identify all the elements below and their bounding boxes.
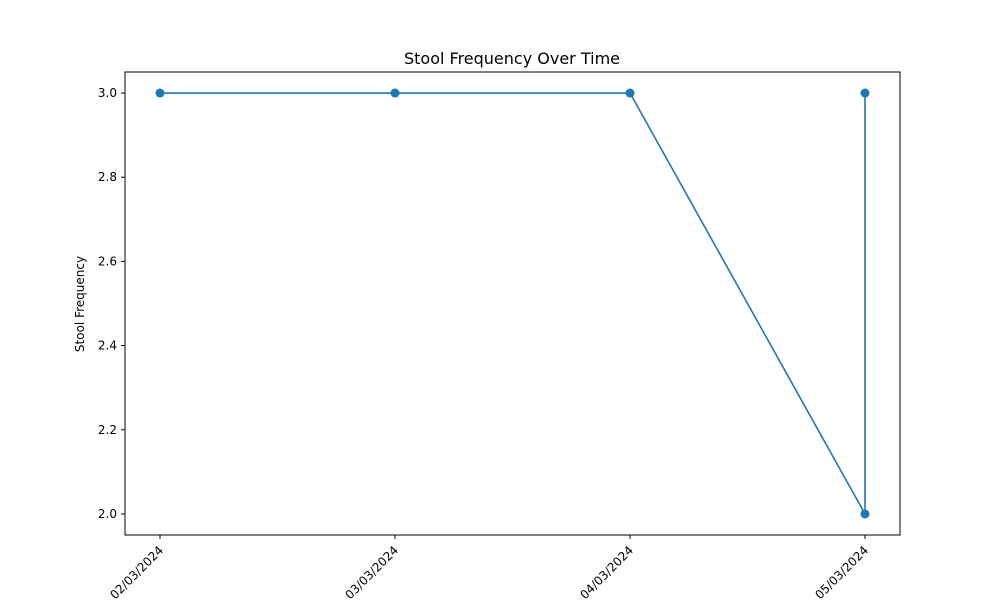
- y-axis-label: Stool Frequency: [73, 256, 87, 352]
- y-tick-label: 2.0: [98, 507, 117, 521]
- x-tick-label: 03/03/2024: [342, 543, 401, 600]
- series-line: [160, 92, 866, 518]
- data-point: [625, 88, 635, 98]
- y-tick-label: 2.4: [98, 339, 117, 353]
- data-point: [390, 88, 400, 98]
- data-point: [860, 509, 870, 519]
- x-tick-label: 04/03/2024: [577, 543, 636, 600]
- axes-frame: [124, 71, 901, 536]
- plot-area: 2.0 2.2 2.4 2.6 2.8 3.0 02/03/2024 03/03/2024 04…: [98, 71, 901, 600]
- y-tick-label: 2.8: [98, 170, 117, 184]
- data-point: [155, 88, 165, 98]
- chart-title: Stool Frequency Over Time: [404, 49, 620, 68]
- x-tick-label: 02/03/2024: [107, 543, 166, 600]
- y-tick-label: 2.6: [98, 254, 117, 268]
- y-tick-label: 3.0: [98, 86, 117, 100]
- y-tick-label: 2.2: [98, 423, 117, 437]
- x-tick-label: 05/03/2024: [812, 543, 871, 600]
- data-point: [860, 88, 870, 98]
